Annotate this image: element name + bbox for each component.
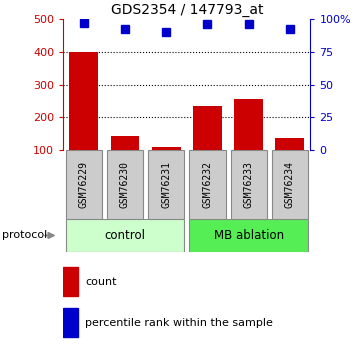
Text: GSM76230: GSM76230 [120,161,130,208]
Bar [275,138,304,150]
Text: control: control [104,229,145,242]
Text: count: count [86,277,117,287]
Bar [272,150,308,219]
Title: GDS2354 / 147793_at: GDS2354 / 147793_at [110,2,263,17]
Text: GSM76233: GSM76233 [244,161,254,208]
Bar [63,267,78,296]
Bar [152,147,180,150]
Bar [107,150,143,219]
Bar [63,308,78,337]
Text: MB ablation: MB ablation [214,229,284,242]
Text: GSM76232: GSM76232 [203,161,212,208]
Text: GSM76229: GSM76229 [79,161,89,208]
Text: GSM76231: GSM76231 [161,161,171,208]
Bar [110,136,139,150]
Bar [193,106,222,150]
Text: protocol: protocol [2,230,47,240]
Bar [189,150,226,219]
Bar [66,219,184,252]
Bar [189,219,308,252]
Bar [234,99,263,150]
Text: percentile rank within the sample: percentile rank within the sample [86,318,273,328]
Bar [69,52,98,150]
Bar [231,150,267,219]
Bar [148,150,184,219]
Text: GSM76234: GSM76234 [285,161,295,208]
Bar [66,150,102,219]
